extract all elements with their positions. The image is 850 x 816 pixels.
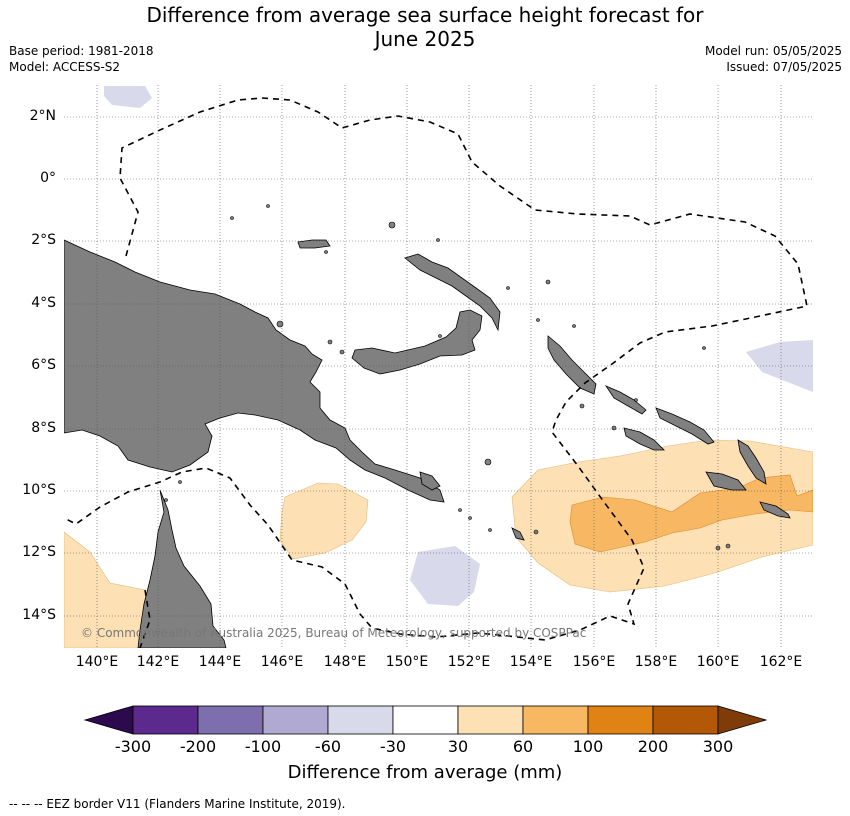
lat-label: 4°S [31, 295, 56, 311]
lon-label: 162°E [759, 654, 803, 670]
issued-date: Issued: 07/05/2025 [726, 60, 842, 74]
colorbar-bin [652, 705, 719, 735]
new-georgia [623, 427, 665, 451]
anomaly-patch [279, 482, 369, 560]
colorbar-tick: -200 [179, 737, 217, 756]
eez-line [65, 97, 808, 641]
lon-label: 154°E [509, 654, 553, 670]
fergusson-island [419, 471, 441, 491]
colorbar-bin [197, 705, 264, 735]
lat-label: 2°N [29, 108, 56, 124]
colorbar-bin [587, 705, 654, 735]
colorbar-tick: -60 [314, 737, 342, 756]
anomaly-patch [410, 546, 480, 606]
malaita [737, 439, 767, 485]
colorbar-tick: 200 [637, 737, 669, 756]
makira [759, 501, 791, 519]
anomaly-patch [104, 86, 152, 108]
colorbar [83, 705, 768, 735]
colorbar-extend-high [717, 705, 768, 735]
eez-legend-note: -- -- -- EEZ border V11 (Flanders Marine… [9, 797, 346, 811]
lon-label: 156°E [572, 654, 616, 670]
lat-label: 14°S [22, 607, 56, 623]
choiseul [604, 385, 647, 415]
colorbar-tick: -100 [244, 737, 282, 756]
lat-label: 2°S [31, 232, 56, 248]
bougainville [547, 335, 597, 395]
landmass [64, 239, 791, 648]
manus-island [297, 239, 331, 249]
lon-label: 142°E [136, 654, 180, 670]
colorbar-bin [522, 705, 589, 735]
lon-label: 146°E [260, 654, 304, 670]
colorbar-tick: 60 [512, 737, 534, 756]
colorbar-tick: 30 [447, 737, 469, 756]
lat-label: 0° [40, 170, 56, 186]
graticule [64, 85, 813, 648]
rossel-island [511, 527, 525, 541]
lat-label: 6°S [31, 357, 56, 373]
map-title-line1: Difference from average sea surface heig… [146, 3, 704, 27]
lon-label: 158°E [634, 654, 678, 670]
colorbar-tick: -300 [114, 737, 152, 756]
colorbar-extend-low [83, 705, 134, 735]
colorbar-bin [392, 705, 459, 735]
model-run: Model run: 05/05/2025 [704, 44, 842, 58]
positive-anomaly-medium [569, 474, 813, 553]
colorbar-tick: -30 [379, 737, 407, 756]
copyright-notice: © Commonwealth of Australia 2025, Bureau… [81, 626, 587, 640]
lon-label: 152°E [447, 654, 491, 670]
lat-label: 8°S [31, 420, 56, 436]
anomaly-patch [569, 474, 813, 553]
colorbar-tick: 300 [702, 737, 734, 756]
negative-anomaly-regions [104, 86, 813, 606]
anomaly-patch [746, 340, 813, 392]
map-area [64, 85, 813, 648]
colorbar-bin [262, 705, 329, 735]
base-period: Base period: 1981-2018 [9, 44, 154, 58]
eez-border [65, 97, 808, 648]
colorbar-bin [327, 705, 394, 735]
lon-label: 150°E [385, 654, 429, 670]
colorbar-bin [457, 705, 524, 735]
lat-label: 10°S [22, 482, 56, 498]
colorbar-label: Difference from average (mm) [287, 762, 563, 783]
lon-label: 144°E [198, 654, 242, 670]
australia-cape-york [137, 489, 227, 648]
santa-isabel [655, 407, 715, 445]
lon-label: 140°E [75, 654, 119, 670]
colorbar-tick: 100 [572, 737, 604, 756]
new-ireland [404, 253, 501, 332]
lat-label: 12°S [22, 544, 56, 560]
model-name: Model: ACCESS-S2 [9, 60, 121, 74]
guadalcanal [705, 471, 747, 491]
lon-label: 148°E [323, 654, 367, 670]
colorbar-bin [132, 705, 199, 735]
new-britain [351, 309, 483, 375]
lon-label: 160°E [696, 654, 740, 670]
map-title-line2: June 2025 [374, 27, 476, 51]
